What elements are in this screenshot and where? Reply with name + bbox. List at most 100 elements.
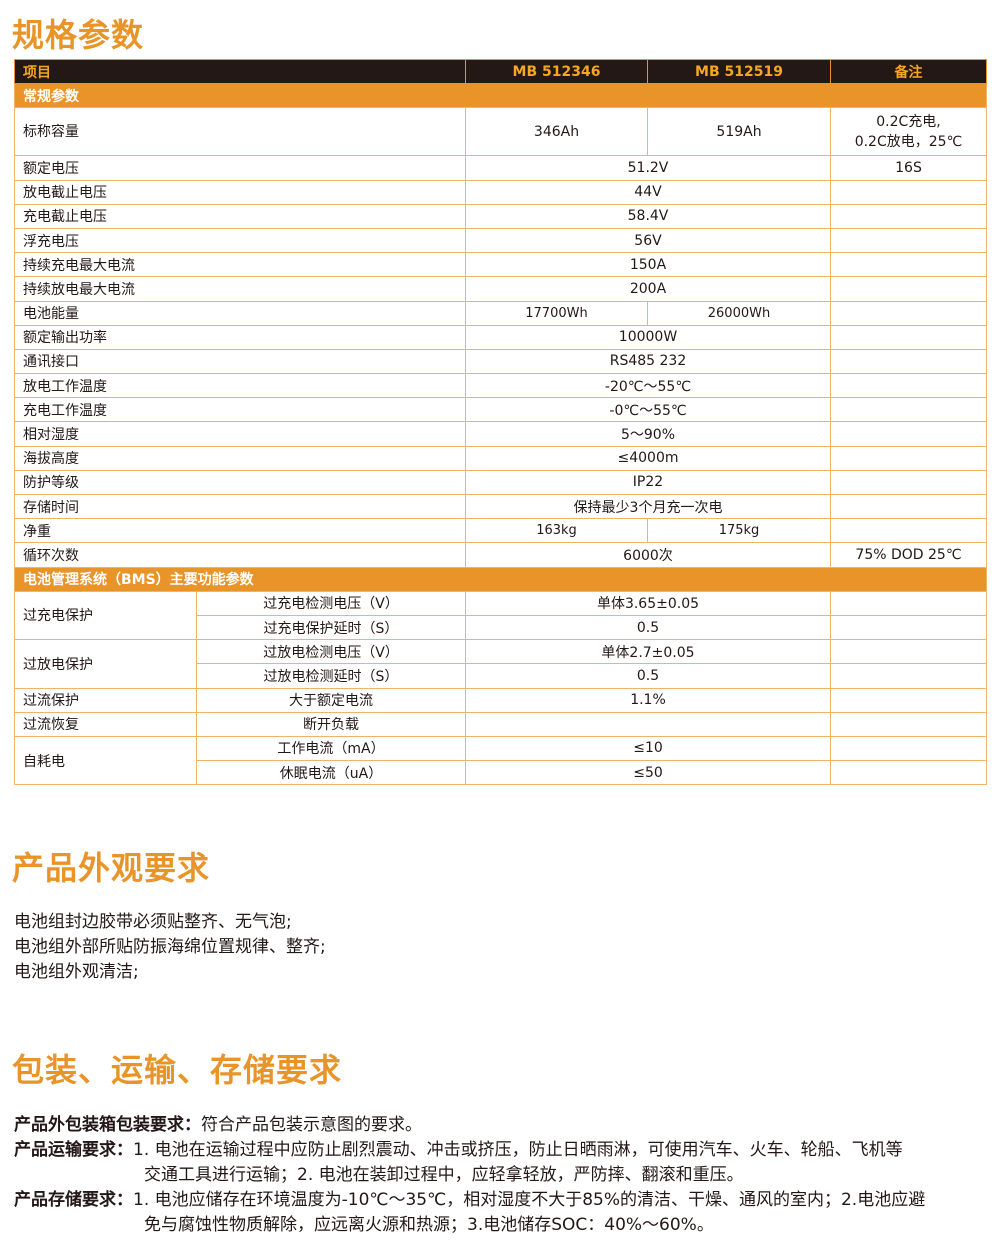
cell: 44V [465,179,831,205]
cell: ≤10 [465,735,831,762]
cell: 58.4V [465,203,831,229]
cell-note [830,445,987,471]
transport-label: 产品运输要求： [14,1140,133,1160]
cell-note [830,227,987,254]
table-row: 持续充电最大电流 150A [14,252,987,278]
storage-text: 1. 电池应储存在环境温度为-10℃～35℃，相对湿度不大于85%的清洁、干燥、… [133,1190,926,1210]
row-label: 自耗电 [14,735,197,786]
list-item: 电池组外部所贴防振海绵位置规律、整齐; [14,937,326,957]
note-line: 0.2C充电, [876,113,941,130]
cell: 26000Wh [647,300,831,326]
cell: ≤50 [465,760,831,786]
list-item: 电池组封边胶带必须贴整齐、无气泡; [14,912,292,932]
cell: RS485 232 [465,348,831,375]
sub-label: 过放电检测电压（V） [196,639,466,665]
row-label: 过流保护 [14,687,197,713]
row-label: 通讯接口 [14,348,466,375]
row-label: 相对湿度 [14,421,466,447]
table-row: 循环次数 6000次 75% DOD 25℃ [14,542,987,568]
storage-text-cont: 免与腐蚀性物质解除，应远离火源和热源；3.电池储存SOC：40%～60%。 [144,1215,714,1235]
table-row: 净重 163kg 175kg [14,518,987,544]
row-label: 电池能量 [14,300,466,326]
cell-note [830,687,987,713]
table-row: 过放电检测延时（S） 0.5 [15,663,987,689]
appearance-title: 产品外观要求 [12,849,211,887]
table-row: 过流恢复 断开负载 [14,711,987,737]
transport-text-cont: 交通工具进行运输；2. 电池在装卸过程中，应轻拿轻放，严防摔、翻滚和重压。 [144,1165,744,1185]
table-row: 存储时间 保持最少3个月充一次电 [14,493,987,520]
sub-label: 过充电检测电压（V） [196,590,466,616]
cell-note: 0.2C充电, 0.2C放电，25℃ [830,107,987,157]
cell: 单体2.7±0.05 [465,639,831,665]
spec-title: 规格参数 [12,16,145,54]
table-row: 防护等级 IP22 [14,469,987,496]
section-bms: 电池管理系统（BMS）主要功能参数 [14,566,987,592]
row-label: 防护等级 [14,469,466,496]
row-label: 额定输出功率 [14,324,466,350]
table-row: 浮充电压 56V [14,227,987,254]
cell-note [830,493,987,520]
table-row: 电池能量 17700Wh 26000Wh [14,300,987,326]
cell-note [830,614,987,641]
cell: -0℃～55℃ [465,397,831,423]
cell: 1.1% [465,687,831,713]
table-row: 额定输出功率 10000W [14,324,987,350]
sub-label: 大于额定电流 [196,687,466,713]
cell-note [830,276,987,302]
cell-note [830,348,987,375]
header-model-b: MB 512519 [647,58,831,85]
cell: 保持最少3个月充一次电 [465,493,831,520]
cell: 51.2V [465,155,831,181]
header-note: 备注 [830,58,987,85]
cell-note [830,590,987,616]
row-label: 过充电保护 [14,590,197,641]
cell: 17700Wh [465,300,648,326]
cell-note [830,397,987,423]
cell-note [830,179,987,205]
cell: 200A [465,276,831,302]
cell-note [830,469,987,496]
cell-note [830,252,987,278]
cell-note [830,760,987,786]
cell: -20℃～55℃ [465,373,831,399]
cell-note [830,735,987,762]
cell: 6000次 [465,542,831,568]
table-header: 项目 MB 512346 MB 512519 备注 [14,58,987,85]
appearance-list: 电池组封边胶带必须贴整齐、无气泡; 电池组外部所贴防振海绵位置规律、整齐; 电池… [14,910,326,985]
table-row: 通讯接口 RS485 232 [14,348,987,375]
table-row: 充电工作温度 -0℃～55℃ [14,397,987,423]
table-row: 持续放电最大电流 200A [14,276,987,302]
cell: ≤4000m [465,445,831,471]
row-label: 过放电保护 [14,639,197,689]
packaging-text: 产品外包装箱包装要求：符合产品包装示意图的要求。 产品运输要求：1. 电池在运输… [14,1113,925,1238]
cell: 519Ah [647,107,831,157]
cell-note [830,639,987,665]
list-item: 电池组外观清洁; [14,962,139,982]
table-row: 放电截止电压 44V [14,179,987,205]
spec-table: 项目 MB 512346 MB 512519 备注 常规参数 标称容量 346A… [14,58,987,786]
table-row: 标称容量 346Ah 519Ah 0.2C充电, 0.2C放电，25℃ [14,107,987,157]
cell: 5～90% [465,421,831,447]
storage-label: 产品存储要求： [14,1190,133,1210]
table-row: 过充电保护延时（S） 0.5 [15,614,987,641]
packaging-title: 包装、运输、存储要求 [12,1051,343,1089]
table-row: 额定电压 51.2V 16S [14,155,987,181]
row-label: 放电截止电压 [14,179,466,205]
table-row: 过充电保护 过充电检测电压（V） 单体3.65±0.05 [14,590,987,641]
sub-label: 断开负载 [196,711,466,737]
cell-note [830,663,987,689]
row-label: 持续充电最大电流 [14,252,466,278]
cell-note [830,421,987,447]
row-label: 额定电压 [14,155,466,181]
sub-label: 休眠电流（uA） [196,760,466,786]
table-row: 相对湿度 5～90% [14,421,987,447]
sub-label: 过放电检测延时（S） [196,663,466,689]
cell: 346Ah [465,107,648,157]
row-label: 海拔高度 [14,445,466,471]
table-row: 充电截止电压 58.4V [14,203,987,229]
table-row: 过放电保护 过放电检测电压（V） 单体2.7±0.05 [14,639,987,689]
transport-text: 1. 电池在运输过程中应防止剧烈震动、冲击或挤压，防止日晒雨淋，可使用汽车、火车… [133,1140,903,1160]
row-label: 存储时间 [14,493,466,520]
table-row: 过流保护 大于额定电流 1.1% [14,687,987,713]
cell: 175kg [647,518,831,544]
